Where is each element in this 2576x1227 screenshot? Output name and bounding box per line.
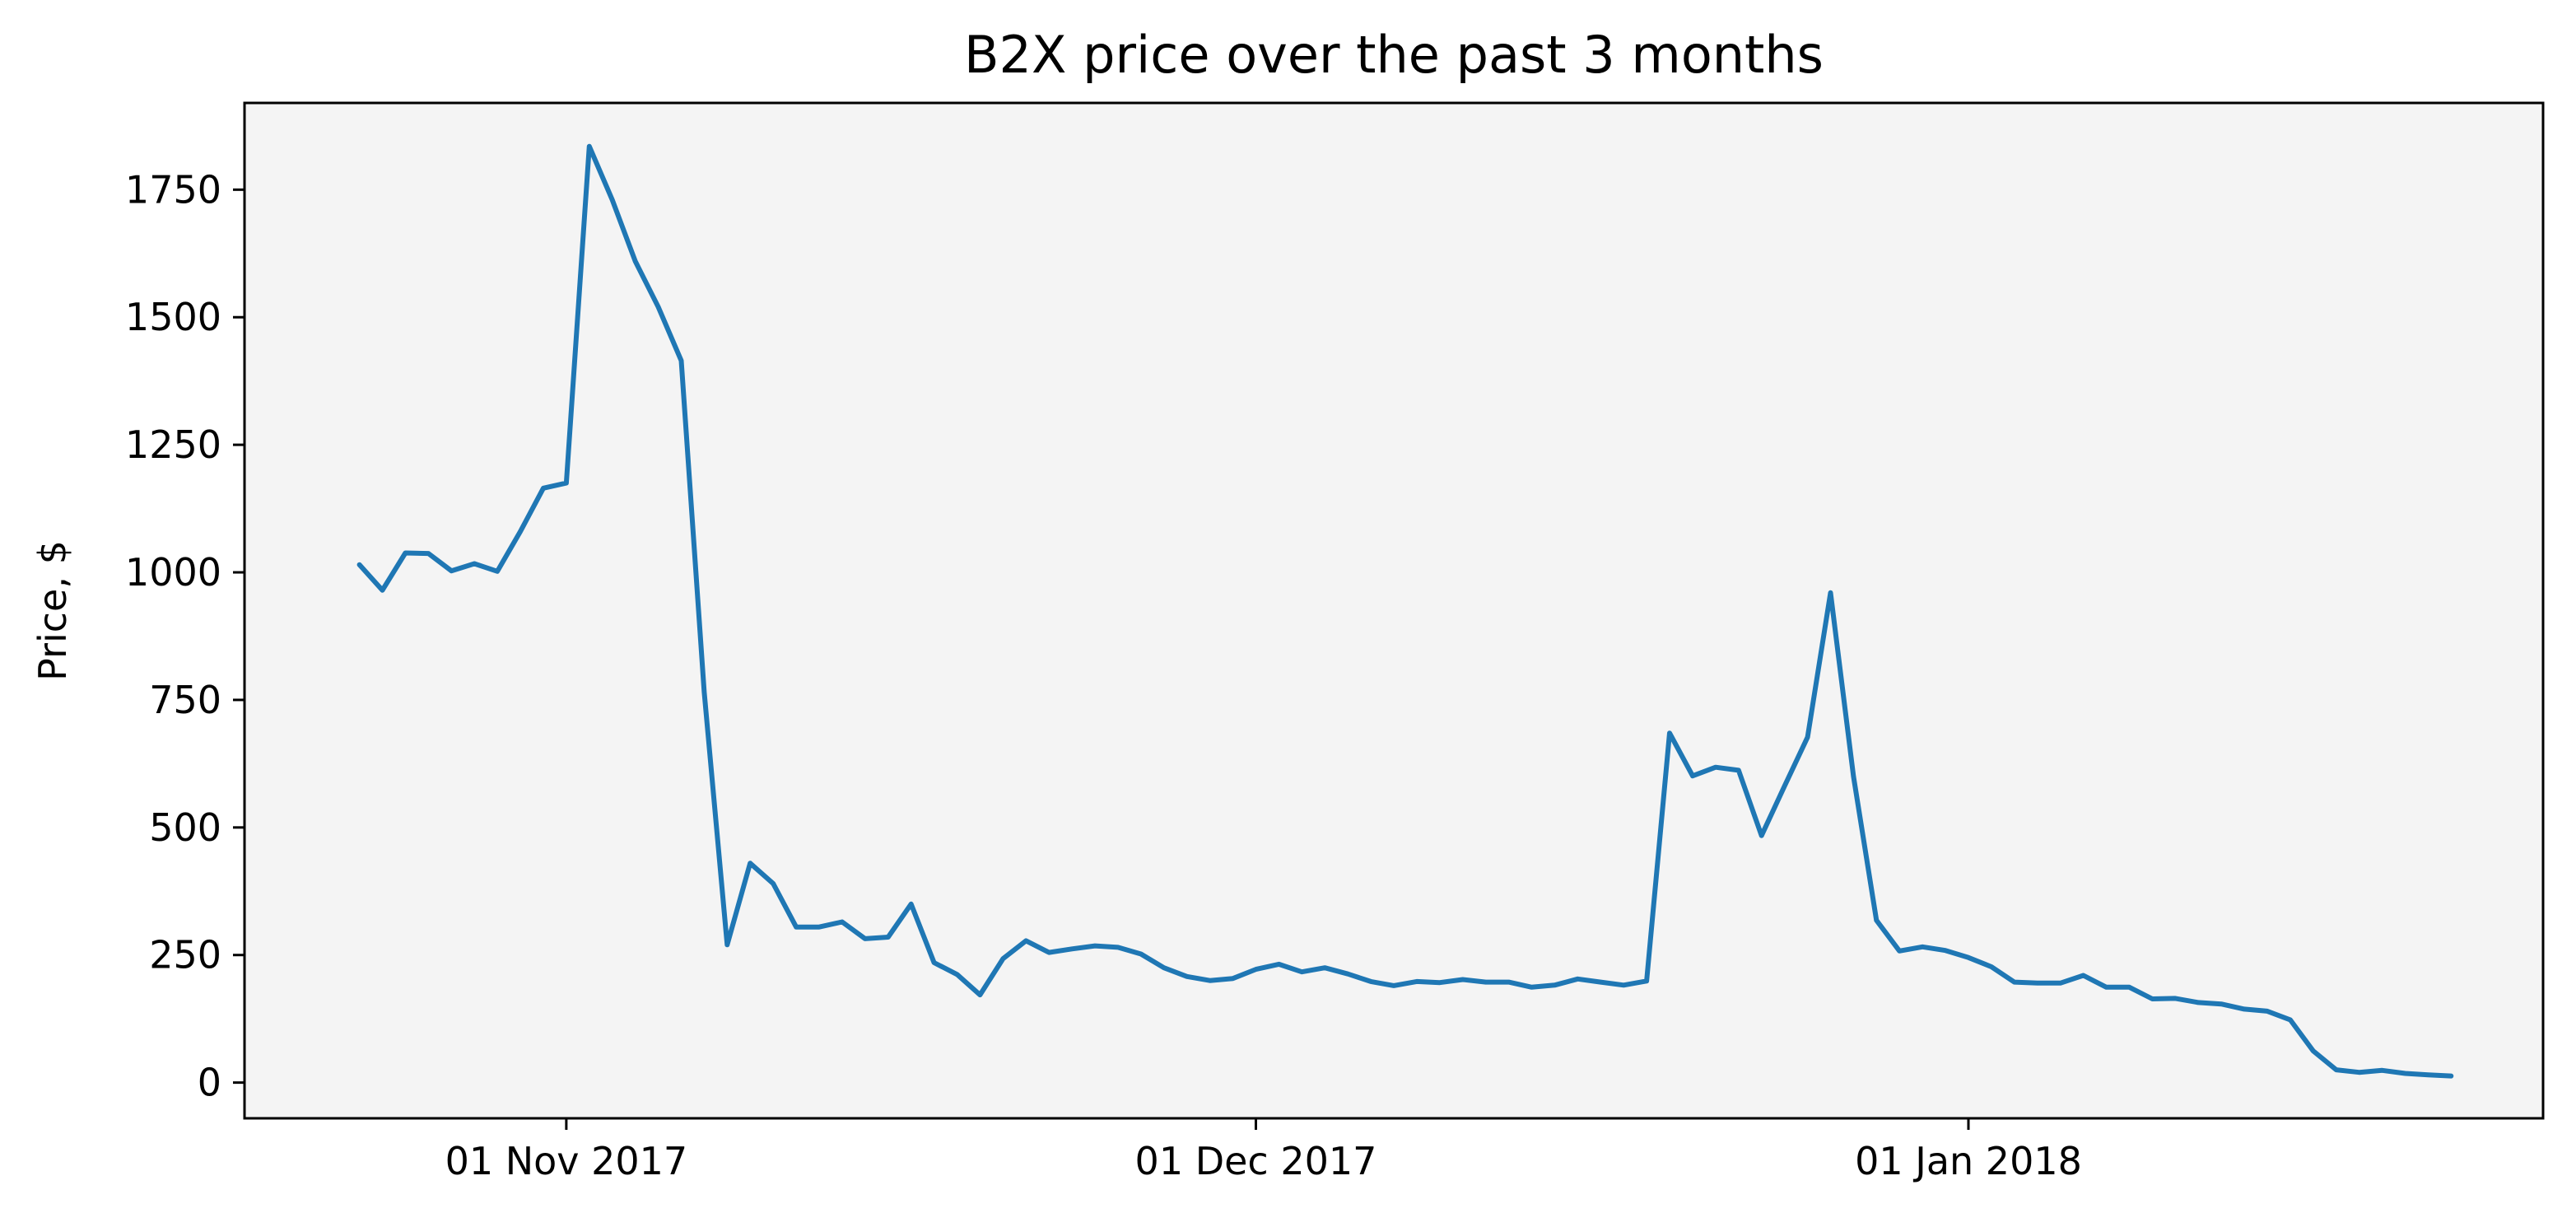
data-point <box>1186 976 1188 977</box>
data-point <box>1439 982 1441 983</box>
data-point <box>2382 1070 2383 1071</box>
x-tick-label: 01 Nov 2017 <box>445 1139 688 1183</box>
data-point <box>703 692 705 693</box>
data-point <box>2243 1008 2245 1010</box>
data-point <box>359 564 361 566</box>
data-point <box>1416 981 1418 982</box>
data-point <box>473 563 475 564</box>
marks-layer <box>356 143 2454 1079</box>
y-tick-label: 500 <box>149 805 221 850</box>
y-tick-label: 750 <box>149 678 221 722</box>
data-point <box>1807 736 1809 738</box>
data-point <box>2037 982 2038 984</box>
data-point <box>1968 957 1969 959</box>
data-point <box>1393 985 1395 987</box>
data-point <box>1898 950 1900 952</box>
data-point <box>1209 980 1211 982</box>
data-point <box>887 936 889 938</box>
data-point <box>658 306 659 308</box>
y-axis: 0 250 500 750 1000 1250 1500 1750 <box>125 167 245 1105</box>
data-point <box>1462 979 1464 980</box>
data-point <box>1554 984 1555 986</box>
y-tick-label: 1000 <box>125 550 221 595</box>
data-point <box>2174 997 2176 999</box>
data-point <box>2220 1003 2222 1005</box>
data-point <box>681 360 682 362</box>
y-tick-label: 0 <box>198 1061 221 1105</box>
data-point <box>2450 1075 2452 1077</box>
data-point <box>1852 776 1854 777</box>
data-point <box>519 531 521 532</box>
data-point <box>2197 1001 2199 1003</box>
x-tick-label: 01 Jan 2018 <box>1855 1139 2082 1183</box>
data-point <box>818 926 820 928</box>
data-point <box>612 199 613 201</box>
data-point <box>1623 984 1624 986</box>
data-point <box>427 553 429 554</box>
y-tick-label: 1250 <box>125 422 221 467</box>
plot-area <box>245 103 2543 1118</box>
data-point <box>2151 998 2153 1000</box>
data-point <box>2405 1073 2406 1074</box>
series-line <box>356 143 2454 1079</box>
data-point <box>1761 835 1763 837</box>
data-point <box>1347 973 1349 975</box>
y-tick-label: 1500 <box>125 295 221 339</box>
data-point <box>1025 940 1027 941</box>
data-point <box>2266 1010 2268 1012</box>
data-point <box>2083 975 2085 976</box>
data-point <box>795 926 797 928</box>
data-point <box>1577 978 1578 980</box>
data-point <box>496 571 498 572</box>
data-point <box>979 994 981 996</box>
data-point <box>1232 977 1234 979</box>
data-point <box>864 938 866 940</box>
data-point <box>1370 981 1372 982</box>
data-point <box>1830 592 1831 594</box>
data-point <box>2060 982 2061 984</box>
data-point <box>1117 946 1119 948</box>
data-point <box>1094 945 1096 947</box>
data-point <box>635 260 636 262</box>
x-tick-label: 01 Dec 2017 <box>1135 1139 1377 1183</box>
x-axis: 01 Nov 2017 01 Dec 2017 01 Jan 2018 <box>445 1118 2082 1183</box>
chart-title: B2X price over the past 3 months <box>964 25 1824 85</box>
data-point <box>1255 968 1256 970</box>
data-point <box>1738 769 1740 771</box>
data-point <box>1875 920 1877 921</box>
y-tick-label: 250 <box>149 933 221 977</box>
data-point <box>1922 946 1923 948</box>
data-point <box>841 921 843 922</box>
data-point <box>1945 949 1946 951</box>
plot-frame <box>243 101 2545 1120</box>
y-axis-label: Price, $ <box>30 540 75 681</box>
data-point <box>450 570 452 572</box>
data-point <box>749 862 751 864</box>
data-point <box>1048 952 1050 954</box>
y-tick-label: 1750 <box>125 167 221 212</box>
